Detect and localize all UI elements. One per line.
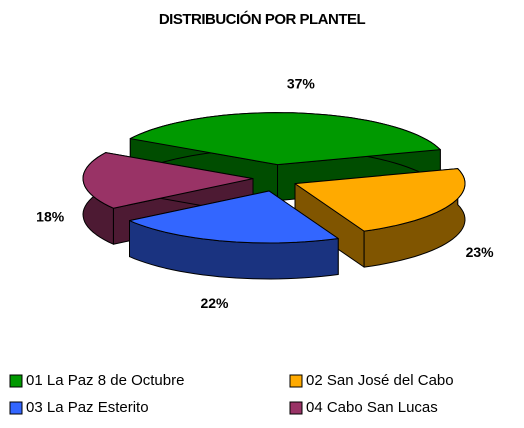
chart-title: DISTRIBUCIÓN POR PLANTEL <box>159 10 366 28</box>
legend-swatch <box>9 374 23 388</box>
slice <box>129 112 441 166</box>
data-label: 23% <box>466 244 495 260</box>
legend-swatch <box>289 401 303 415</box>
slice <box>294 168 466 232</box>
legend-swatch <box>289 374 303 388</box>
data-label: 22% <box>200 295 229 311</box>
slice <box>82 152 254 209</box>
data-label: 18% <box>36 209 65 225</box>
legend-swatch <box>9 401 23 415</box>
legend-label: 04 Cabo San Lucas <box>306 399 438 416</box>
legend-label: 01 La Paz 8 de Octubre <box>26 372 184 389</box>
slice <box>129 190 339 244</box>
legend-label: 02 San José del Cabo <box>306 372 454 389</box>
data-label: 37% <box>287 75 316 91</box>
legend-label: 03 La Paz Esterito <box>26 399 149 416</box>
